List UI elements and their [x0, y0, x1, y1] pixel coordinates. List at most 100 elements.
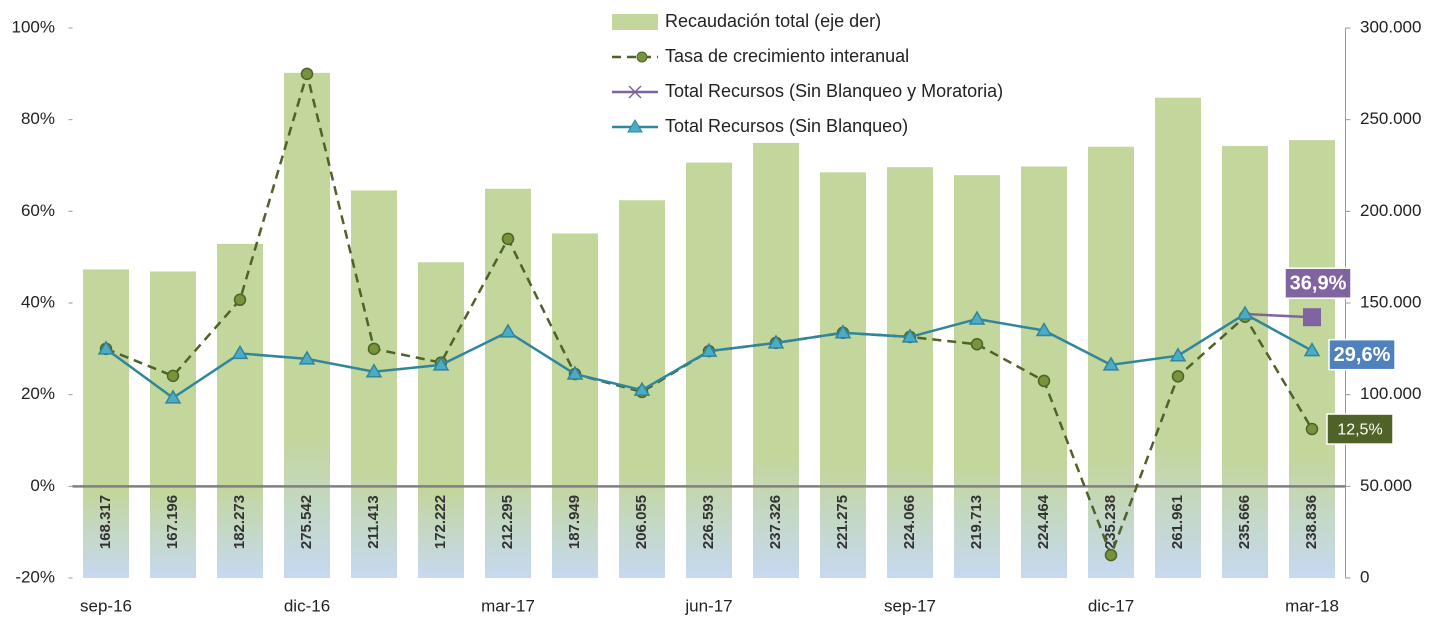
y2-tick-label: 150.000 — [1360, 292, 1421, 311]
bar-value-label: 275.542 — [298, 495, 315, 549]
point — [233, 293, 247, 307]
point — [298, 350, 316, 365]
bar — [954, 175, 1000, 578]
point — [499, 323, 517, 338]
point — [367, 342, 381, 356]
bar-value-label: 224.066 — [901, 495, 918, 549]
bar-value-label: 224.464 — [1035, 494, 1052, 549]
bar-value-label: 206.055 — [633, 495, 650, 549]
point — [97, 340, 115, 355]
bar-value-label: 238.836 — [1303, 495, 1320, 549]
point — [633, 381, 651, 396]
bar — [418, 262, 464, 578]
point — [432, 356, 450, 371]
bar-value-label: 187.949 — [566, 495, 583, 549]
bar — [887, 167, 933, 578]
y-tick-label: 80% — [21, 109, 55, 128]
data-label: 29,6% — [1334, 344, 1391, 366]
x-tick-label: sep-16 — [80, 596, 132, 615]
legend-swatch — [612, 14, 658, 30]
bar — [1155, 97, 1201, 579]
y2-tick-label: 0 — [1360, 567, 1369, 586]
legend-marker — [628, 85, 642, 99]
bar — [150, 271, 196, 578]
bar-value-label: 226.593 — [700, 495, 717, 549]
bar — [83, 269, 129, 578]
bar — [284, 72, 330, 579]
x-tick-label: sep-17 — [884, 596, 936, 615]
bar-value-label: 235.238 — [1102, 495, 1119, 549]
y-tick-label: 20% — [21, 384, 55, 403]
y-tick-label: 40% — [21, 292, 55, 311]
data-label: 12,5% — [1337, 421, 1382, 438]
bar — [686, 162, 732, 578]
bar — [485, 188, 531, 579]
point — [166, 369, 180, 383]
bar-value-label: 212.295 — [499, 495, 516, 549]
point — [231, 344, 249, 360]
bar-value-label: 235.666 — [1236, 495, 1253, 549]
bar-value-label: 221.275 — [834, 495, 851, 549]
legend-marker — [627, 119, 643, 133]
legend-label: Total Recursos (Sin Blanqueo) — [665, 116, 908, 136]
point — [1303, 342, 1321, 357]
point — [700, 342, 718, 357]
legend-label: Recaudación total (eje der) — [665, 11, 881, 31]
y-tick-label: -20% — [15, 567, 55, 586]
bar-value-label: 182.273 — [231, 495, 248, 549]
y2-tick-label: 250.000 — [1360, 109, 1421, 128]
point — [1169, 347, 1187, 362]
y-tick-label: 100% — [12, 17, 55, 36]
data-label-box — [1284, 267, 1352, 299]
bar-value-label: 219.713 — [968, 495, 985, 549]
point — [834, 324, 852, 339]
y-tick-label: 0% — [30, 476, 55, 495]
legend-marker — [636, 51, 648, 63]
point — [1305, 422, 1319, 436]
bar-value-label: 172.222 — [432, 495, 449, 549]
x-tick-label: jun-17 — [684, 596, 732, 615]
point — [1236, 305, 1254, 320]
bar-value-label: 237.326 — [767, 495, 784, 549]
y2-tick-label: 200.000 — [1360, 201, 1421, 220]
point — [1037, 374, 1051, 388]
point — [501, 232, 515, 246]
x-tick-label: mar-18 — [1285, 596, 1339, 615]
point — [1104, 548, 1118, 562]
data-label-box — [1328, 338, 1396, 371]
bar-value-label: 167.196 — [164, 495, 181, 549]
y2-tick-label: 100.000 — [1360, 384, 1421, 403]
point — [365, 363, 383, 378]
data-label-box — [1326, 413, 1394, 445]
point — [968, 310, 986, 325]
point — [300, 67, 314, 81]
point — [1035, 322, 1053, 337]
point — [1303, 308, 1321, 327]
legend-label: Tasa de crecimiento interanual — [665, 46, 909, 66]
point — [901, 328, 919, 343]
y2-tick-label: 300.000 — [1360, 17, 1421, 36]
bar — [1021, 166, 1067, 578]
bar-value-label: 168.317 — [97, 495, 114, 549]
bar — [820, 172, 866, 578]
point — [566, 365, 584, 380]
y2-tick-label: 50.000 — [1360, 476, 1412, 495]
x-tick-label: dic-16 — [284, 596, 330, 615]
y-tick-label: 60% — [21, 201, 55, 220]
bar-value-label: 261.961 — [1169, 495, 1186, 549]
bar-value-label: 211.413 — [365, 495, 382, 548]
x-tick-label: mar-17 — [481, 596, 535, 615]
point — [164, 389, 182, 404]
x-tick-label: dic-17 — [1088, 596, 1134, 615]
bar — [1289, 140, 1335, 578]
point — [767, 334, 785, 349]
bar — [1222, 145, 1268, 578]
legend-label: Total Recursos (Sin Blanqueo y Moratoria… — [665, 81, 1003, 101]
bar — [753, 142, 799, 578]
bar — [552, 233, 598, 579]
point — [1171, 370, 1185, 383]
point — [1102, 356, 1120, 371]
series-line — [1244, 312, 1313, 319]
